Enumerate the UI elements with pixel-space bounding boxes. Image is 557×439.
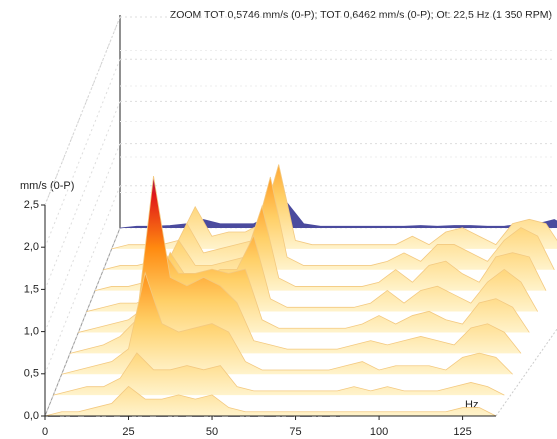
spectrum-line — [111, 164, 557, 250]
x-tick-label: 100 — [370, 426, 388, 438]
spectrum-area — [61, 272, 513, 375]
y-tick-label: 2,5 — [24, 199, 39, 211]
y-tick-label: 2,0 — [24, 241, 39, 253]
spectrum-area — [45, 386, 496, 416]
spectrum-line — [69, 176, 522, 354]
spectrum-area — [103, 176, 555, 270]
spectrum-area — [70, 176, 521, 354]
spectrum-area — [53, 352, 505, 396]
grid-line — [44, 143, 121, 332]
spectrum-line — [44, 385, 497, 417]
y-tick-label: 0,5 — [24, 368, 39, 380]
y-tick-label: 1,0 — [24, 326, 39, 338]
chart-title: ZOOM TOT 0,5746 mm/s (0-P); TOT 0,6462 m… — [170, 9, 552, 21]
grid-line — [44, 16, 121, 206]
grid-line — [44, 185, 121, 374]
y-tick-label: 0,0 — [24, 410, 39, 422]
x-tick-label: 0 — [42, 426, 48, 438]
spectrum-area — [95, 206, 546, 291]
x-tick-label: 25 — [122, 426, 134, 438]
spectrum-line — [119, 202, 557, 229]
x-tick-label: 75 — [289, 426, 301, 438]
spectrum-area — [111, 164, 557, 249]
y-tick-label: 1,5 — [24, 283, 39, 295]
spectrum-line — [53, 352, 505, 396]
spectrum-line — [61, 271, 513, 375]
grid-line — [44, 227, 121, 417]
x-tick-label: 50 — [206, 426, 218, 438]
y-axis-label: mm/s (0-P) — [20, 180, 74, 192]
grid-line — [44, 59, 121, 248]
grid-line — [44, 101, 121, 290]
x-tick-label: 125 — [453, 426, 471, 438]
